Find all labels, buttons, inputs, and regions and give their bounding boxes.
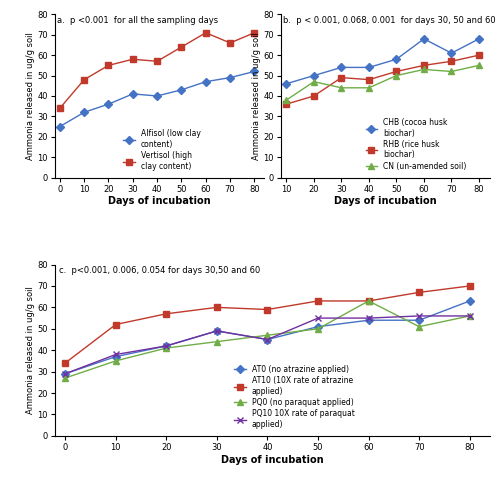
CN (un-amended soil) (394, 73, 400, 79)
CN (un-amended soil) (366, 85, 372, 91)
CN (un-amended soil) (284, 97, 290, 103)
CHB (cocoa husk
biochar) (448, 50, 454, 56)
Alfisol (low clay
content) (252, 68, 258, 74)
CN (un-amended soil) (311, 79, 317, 85)
Alfisol (low clay
content) (106, 101, 112, 107)
X-axis label: Days of incubation: Days of incubation (334, 196, 436, 206)
RHB (rice husk
biochar) (448, 58, 454, 64)
Vertisol (high
clay content) (57, 105, 63, 111)
PQ10 10X rate of paraquat
applied) (214, 328, 220, 334)
PQ0 (no paraquat applied) (467, 313, 473, 319)
X-axis label: Days of incubation: Days of incubation (221, 455, 324, 465)
Alfisol (low clay
content) (57, 124, 63, 129)
CHB (cocoa husk
biochar) (394, 57, 400, 62)
AT10 (10X rate of atrazine
applied) (264, 307, 270, 312)
PQ10 10X rate of paraquat
applied) (112, 352, 118, 357)
PQ0 (no paraquat applied) (264, 332, 270, 338)
Y-axis label: Ammonia released in ug/g soil: Ammonia released in ug/g soil (26, 286, 35, 414)
Vertisol (high
clay content) (252, 30, 258, 35)
PQ10 10X rate of paraquat
applied) (164, 343, 170, 349)
RHB (rice husk
biochar) (366, 77, 372, 82)
AT0 (no atrazine applied) (214, 328, 220, 334)
Line: AT10 (10X rate of atrazine
applied): AT10 (10X rate of atrazine applied) (62, 283, 472, 366)
Line: RHB (rice husk
biochar): RHB (rice husk biochar) (284, 52, 482, 107)
Vertisol (high
clay content) (227, 40, 233, 46)
PQ10 10X rate of paraquat
applied) (62, 371, 68, 376)
RHB (rice husk
biochar) (476, 52, 482, 58)
PQ0 (no paraquat applied) (214, 339, 220, 344)
AT0 (no atrazine applied) (112, 354, 118, 360)
Alfisol (low clay
content) (130, 91, 136, 97)
CHB (cocoa husk
biochar) (284, 81, 290, 87)
RHB (rice husk
biochar) (338, 75, 344, 80)
Alfisol (low clay
content) (203, 79, 209, 85)
Line: CHB (cocoa husk
biochar): CHB (cocoa husk biochar) (284, 36, 482, 87)
Text: a.  p <0.001  for all the sampling days: a. p <0.001 for all the sampling days (57, 16, 218, 25)
RHB (rice husk
biochar) (284, 101, 290, 107)
PQ0 (no paraquat applied) (164, 345, 170, 351)
Text: c.  p<0.001, 0.006, 0.054 for days 30,50 and 60: c. p<0.001, 0.006, 0.054 for days 30,50 … (60, 266, 260, 275)
PQ0 (no paraquat applied) (366, 298, 372, 304)
RHB (rice husk
biochar) (394, 68, 400, 74)
Legend: AT0 (no atrazine applied), AT10 (10X rate of atrazine
applied), PQ0 (no paraquat: AT0 (no atrazine applied), AT10 (10X rat… (233, 364, 356, 430)
CHB (cocoa husk
biochar) (338, 65, 344, 70)
Line: CN (un-amended soil): CN (un-amended soil) (284, 63, 482, 103)
Alfisol (low clay
content) (178, 87, 184, 93)
AT10 (10X rate of atrazine
applied) (164, 311, 170, 317)
RHB (rice husk
biochar) (311, 93, 317, 99)
Alfisol (low clay
content) (81, 109, 87, 115)
PQ10 10X rate of paraquat
applied) (315, 315, 321, 321)
PQ10 10X rate of paraquat
applied) (264, 337, 270, 342)
AT10 (10X rate of atrazine
applied) (62, 360, 68, 366)
CN (un-amended soil) (448, 68, 454, 74)
Y-axis label: Ammonia released in ug/g soil: Ammonia released in ug/g soil (26, 32, 35, 160)
X-axis label: Days of incubation: Days of incubation (108, 196, 211, 206)
Line: PQ10 10X rate of paraquat
applied): PQ10 10X rate of paraquat applied) (62, 312, 473, 377)
AT10 (10X rate of atrazine
applied) (366, 298, 372, 304)
Y-axis label: Ammonia released in ug/g soil: Ammonia released in ug/g soil (252, 32, 260, 160)
Line: PQ0 (no paraquat applied): PQ0 (no paraquat applied) (62, 298, 472, 381)
CN (un-amended soil) (421, 67, 427, 72)
Text: b.  p < 0.001, 0.068, 0.001  for days 30, 50 and 60: b. p < 0.001, 0.068, 0.001 for days 30, … (283, 16, 496, 25)
PQ0 (no paraquat applied) (112, 358, 118, 364)
CHB (cocoa husk
biochar) (311, 73, 317, 79)
AT0 (no atrazine applied) (315, 324, 321, 330)
AT0 (no atrazine applied) (164, 343, 170, 349)
PQ10 10X rate of paraquat
applied) (416, 313, 422, 319)
AT10 (10X rate of atrazine
applied) (416, 289, 422, 295)
Line: Vertisol (high
clay content): Vertisol (high clay content) (57, 30, 257, 111)
Vertisol (high
clay content) (81, 77, 87, 82)
PQ10 10X rate of paraquat
applied) (467, 313, 473, 319)
PQ0 (no paraquat applied) (416, 324, 422, 330)
AT0 (no atrazine applied) (62, 371, 68, 376)
Vertisol (high
clay content) (178, 44, 184, 50)
AT10 (10X rate of atrazine
applied) (315, 298, 321, 304)
AT0 (no atrazine applied) (467, 298, 473, 304)
Line: Alfisol (low clay
content): Alfisol (low clay content) (57, 68, 257, 129)
AT0 (no atrazine applied) (264, 337, 270, 342)
AT10 (10X rate of atrazine
applied) (467, 283, 473, 289)
AT0 (no atrazine applied) (416, 318, 422, 323)
Vertisol (high
clay content) (203, 30, 209, 35)
AT0 (no atrazine applied) (366, 318, 372, 323)
CN (un-amended soil) (476, 62, 482, 68)
AT10 (10X rate of atrazine
applied) (214, 305, 220, 310)
RHB (rice husk
biochar) (421, 62, 427, 68)
CN (un-amended soil) (338, 85, 344, 91)
Legend: Alfisol (low clay
content), Vertisol (high
clay content): Alfisol (low clay content), Vertisol (hi… (122, 128, 202, 172)
Vertisol (high
clay content) (130, 57, 136, 62)
Vertisol (high
clay content) (154, 58, 160, 64)
Line: AT0 (no atrazine applied): AT0 (no atrazine applied) (62, 298, 472, 376)
Legend: CHB (cocoa husk
biochar), RHB (rice husk
biochar), CN (un-amended soil): CHB (cocoa husk biochar), RHB (rice husk… (364, 117, 468, 172)
PQ0 (no paraquat applied) (62, 375, 68, 381)
Vertisol (high
clay content) (106, 62, 112, 68)
PQ10 10X rate of paraquat
applied) (366, 315, 372, 321)
Alfisol (low clay
content) (154, 93, 160, 99)
AT10 (10X rate of atrazine
applied) (112, 321, 118, 327)
CHB (cocoa husk
biochar) (421, 36, 427, 42)
CHB (cocoa husk
biochar) (476, 36, 482, 42)
CHB (cocoa husk
biochar) (366, 65, 372, 70)
Alfisol (low clay
content) (227, 75, 233, 80)
PQ0 (no paraquat applied) (315, 326, 321, 331)
